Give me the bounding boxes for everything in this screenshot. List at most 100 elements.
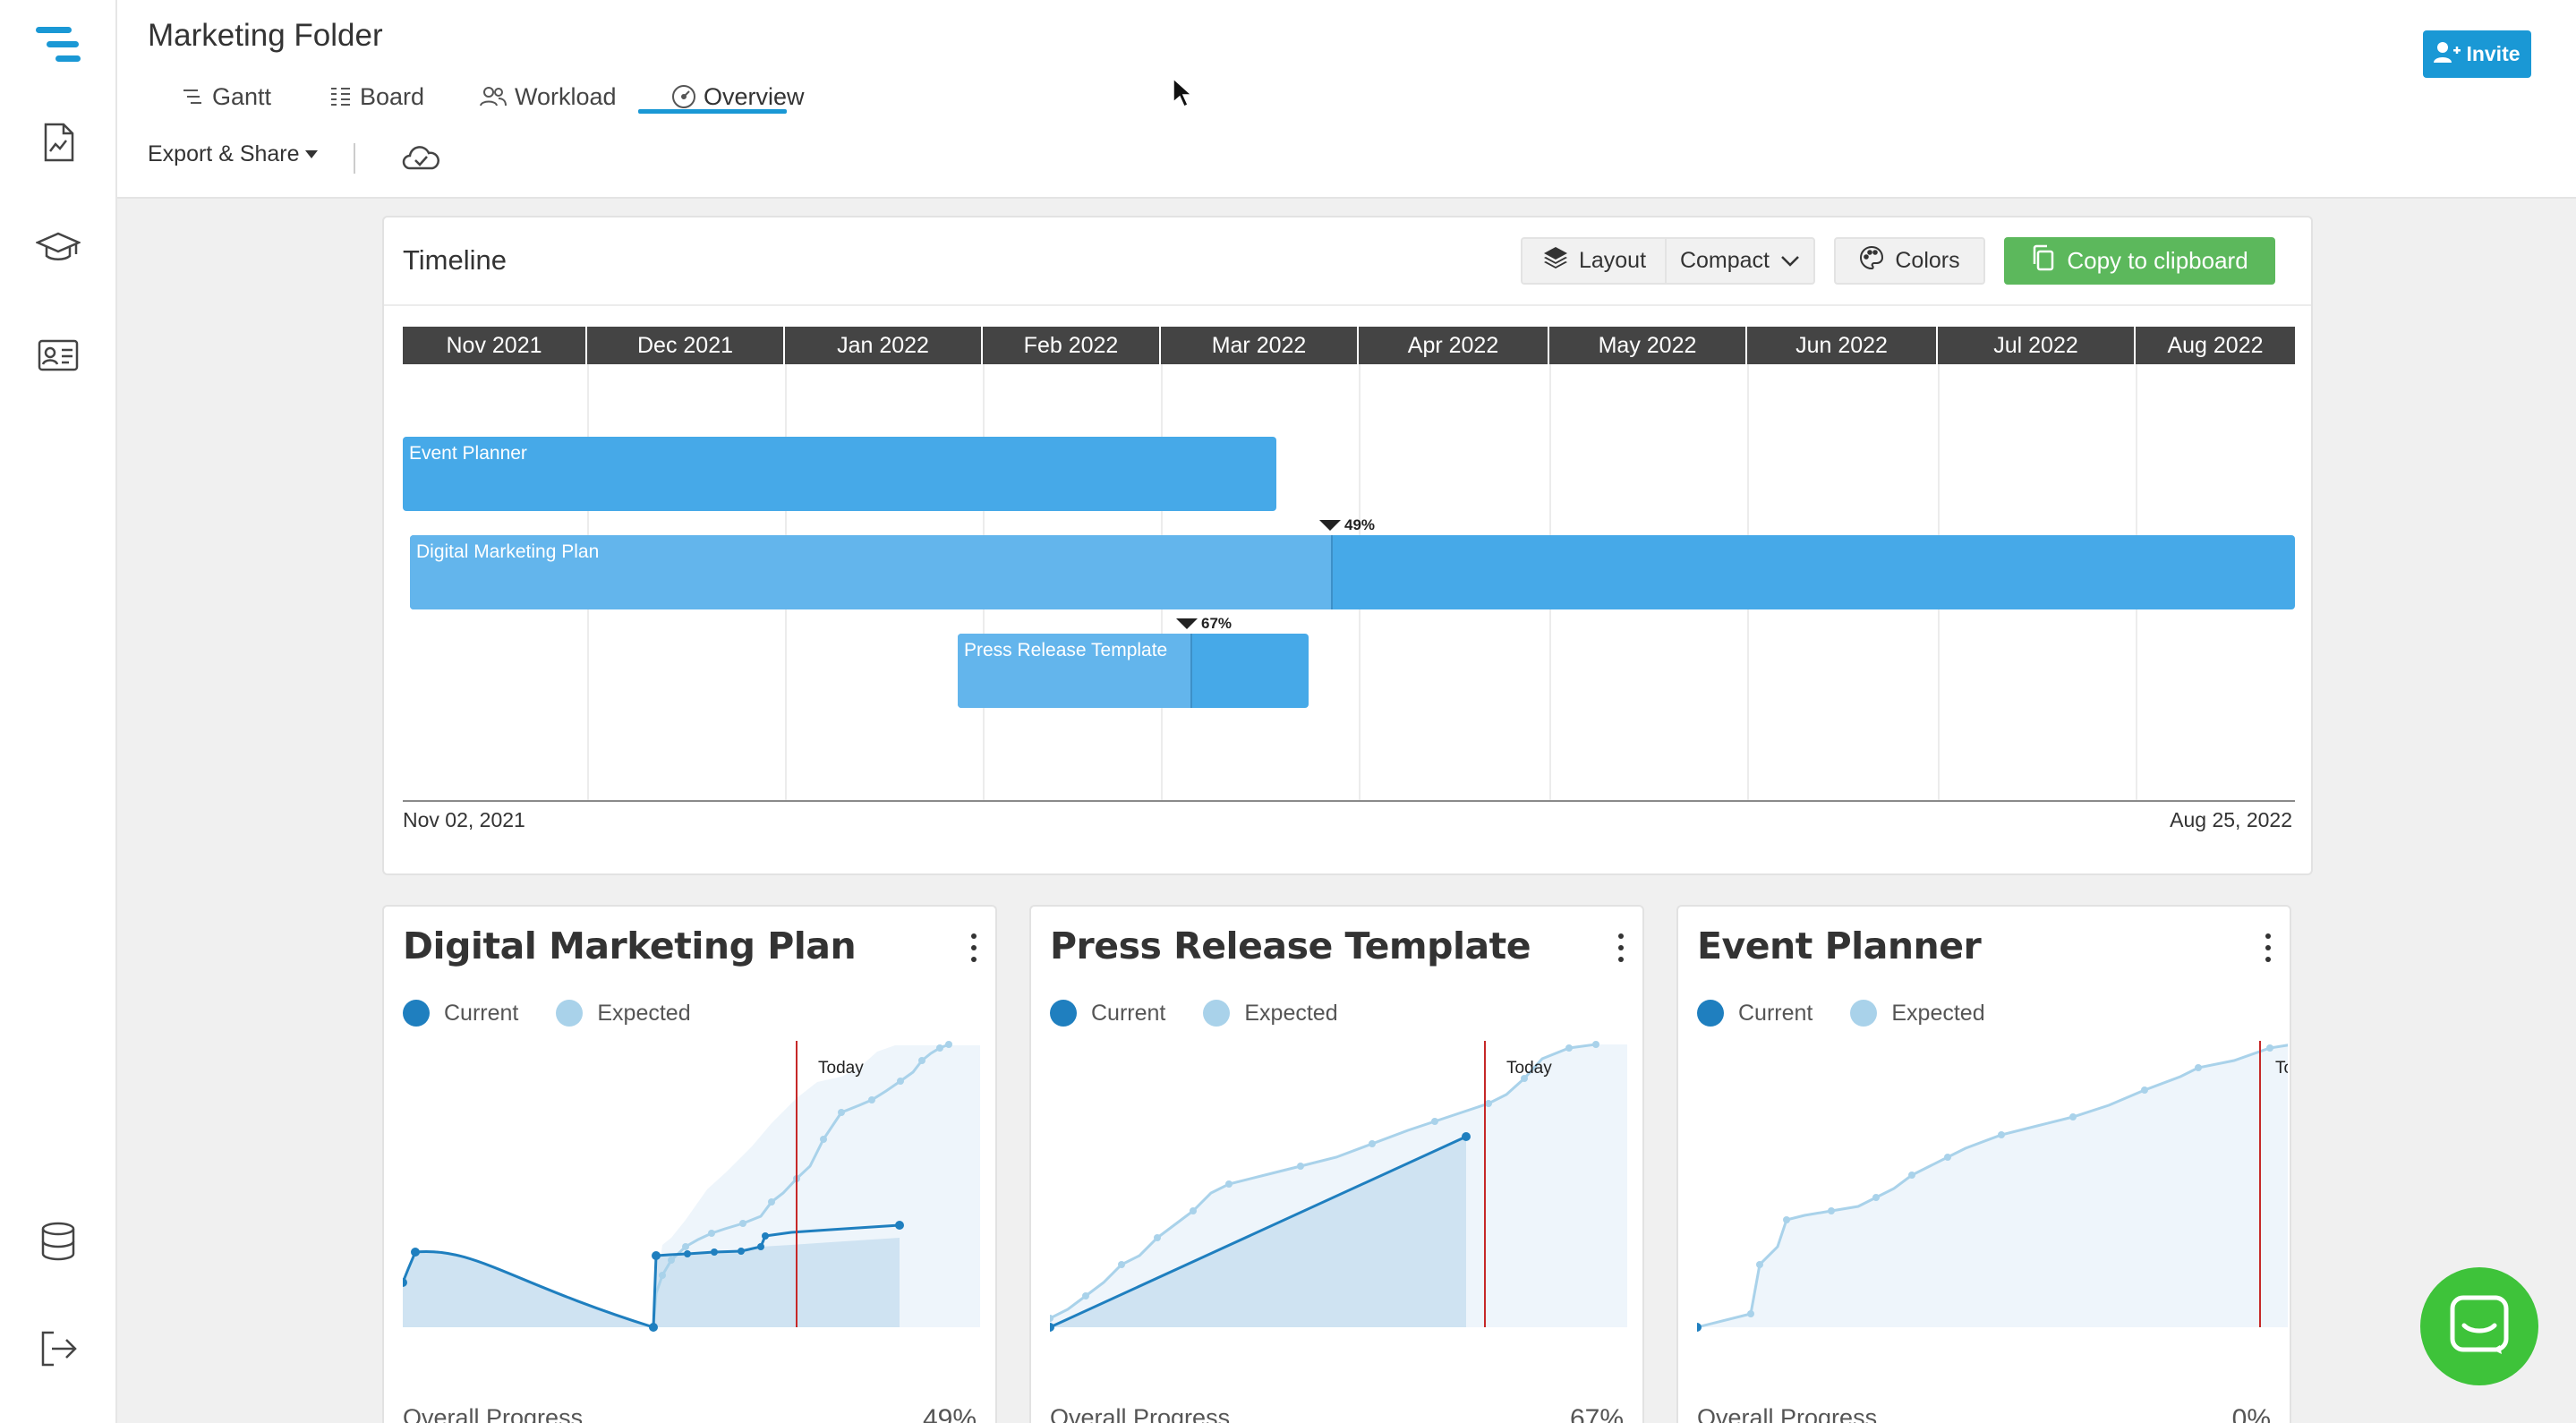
- month-label: May 2022: [1549, 327, 1747, 364]
- colors-button[interactable]: Colors: [1834, 237, 1985, 285]
- current-point: [1697, 1323, 1702, 1332]
- card-title: Event Planner: [1697, 925, 1982, 967]
- legend-dot: [1697, 1000, 1724, 1027]
- legend-label: Expected: [1891, 1000, 1985, 1026]
- progress-marker-label: 67%: [1201, 615, 1233, 632]
- today-label: Today: [818, 1059, 864, 1078]
- progress-card-digital-marketing-plan: Digital Marketing Plan Current Expected …: [382, 905, 997, 1423]
- legend-dot: [556, 1000, 584, 1027]
- overall-progress-label: Overall Progress: [403, 1404, 584, 1423]
- tab-overview-label: Overview: [704, 82, 805, 110]
- more-options-icon[interactable]: [2263, 933, 2273, 962]
- timeline-axis: [403, 800, 2295, 802]
- page-title: Marketing Folder: [148, 18, 383, 53]
- card-title: Press Release Template: [1050, 925, 1531, 967]
- legend-label: Expected: [597, 1000, 691, 1026]
- current-points: [403, 1221, 904, 1332]
- legend-expected[interactable]: Expected: [556, 1000, 691, 1027]
- month-label: Jul 2022: [1938, 327, 2136, 364]
- progress-chart: Today: [1050, 1041, 1627, 1332]
- copy-to-clipboard-button[interactable]: Copy to clipboard: [2004, 237, 2275, 285]
- current-point: [1462, 1132, 1471, 1141]
- board-icon: [329, 86, 353, 107]
- divider: [354, 143, 355, 174]
- chart-legend: Current Expected: [1050, 1000, 1376, 1027]
- export-share-button[interactable]: Export & Share: [148, 141, 318, 167]
- tab-board-label: Board: [360, 82, 425, 110]
- progress-chart: Today: [403, 1041, 980, 1332]
- tab-gantt[interactable]: Gantt: [182, 75, 271, 118]
- contact-card-icon[interactable]: [34, 331, 82, 379]
- month-label: Dec 2021: [587, 327, 785, 364]
- legend-dot: [1850, 1000, 1878, 1027]
- mouse-cursor-icon: [1172, 77, 1193, 112]
- bar-label: Digital Marketing Plan: [416, 541, 600, 562]
- chat-icon: [2448, 1293, 2511, 1360]
- chat-launcher-button[interactable]: [2420, 1267, 2538, 1385]
- logout-icon[interactable]: [34, 1325, 82, 1373]
- invite-button[interactable]: Invite: [2423, 30, 2531, 78]
- legend-label: Current: [444, 1000, 519, 1026]
- timeline-bar-event-planner[interactable]: Event Planner: [403, 437, 1276, 511]
- chart-legend: Current Expected: [403, 1000, 729, 1027]
- timeline-bar-digital-marketing-plan[interactable]: Digital Marketing Plan: [410, 535, 2295, 609]
- academy-icon[interactable]: [34, 224, 82, 272]
- database-icon[interactable]: [34, 1217, 82, 1265]
- invite-label: Invite: [2466, 42, 2521, 65]
- cloud-sync-icon[interactable]: [402, 141, 439, 176]
- overall-progress-value: 67%: [1569, 1404, 1624, 1423]
- report-icon[interactable]: [34, 118, 82, 166]
- month-label: Jan 2022: [785, 327, 983, 364]
- month-label: Jun 2022: [1747, 327, 1938, 364]
- timeline-title: Timeline: [403, 244, 507, 276]
- legend-dot: [403, 1000, 430, 1027]
- layers-icon: [1543, 246, 1568, 276]
- progress-card-press-release-template: Press Release Template Current Expected …: [1029, 905, 1644, 1423]
- compact-select[interactable]: Compact: [1665, 237, 1815, 285]
- expected-points: [1747, 1044, 2273, 1317]
- progress-chart: Tod: [1697, 1041, 2288, 1332]
- chart-legend: Current Expected: [1697, 1000, 2023, 1027]
- progress-marker: 67%: [1176, 615, 1232, 633]
- legend-current[interactable]: Current: [1697, 1000, 1813, 1027]
- legend-dot: [1203, 1000, 1231, 1027]
- bar-progress-fill: [410, 535, 1333, 609]
- layout-label: Layout: [1578, 248, 1647, 273]
- overall-progress-label: Overall Progress: [1050, 1404, 1231, 1423]
- triangle-down-icon: [1319, 520, 1341, 531]
- bar-label: Press Release Template: [964, 640, 1168, 660]
- legend-current[interactable]: Current: [1050, 1000, 1165, 1027]
- legend-expected[interactable]: Expected: [1850, 1000, 1985, 1027]
- expected-points: [659, 1041, 952, 1279]
- timeline-card: Timeline Layout Compact Colors Copy to c…: [382, 216, 2313, 875]
- progress-card-event-planner: Event Planner Current Expected Tod Overa…: [1676, 905, 2291, 1423]
- palette-icon: [1859, 245, 1884, 277]
- tab-workload-label: Workload: [515, 82, 617, 110]
- overall-progress-value: 49%: [922, 1404, 977, 1423]
- gauge-icon: [671, 84, 696, 109]
- legend-current[interactable]: Current: [403, 1000, 518, 1027]
- more-options-icon[interactable]: [1616, 933, 1626, 962]
- overall-progress-value: 0%: [2231, 1404, 2271, 1423]
- card-title: Digital Marketing Plan: [403, 925, 857, 967]
- divider: [384, 304, 2311, 306]
- current-point: [1050, 1323, 1054, 1332]
- bar-progress-fill: [958, 634, 1192, 708]
- compact-label: Compact: [1679, 248, 1770, 273]
- layout-button[interactable]: Layout: [1521, 237, 1667, 285]
- timeline-start-date: Nov 02, 2021: [403, 808, 525, 831]
- tab-overview[interactable]: Overview: [671, 75, 805, 118]
- logo-icon[interactable]: [34, 21, 82, 70]
- overall-progress-label: Overall Progress: [1697, 1404, 1878, 1423]
- timeline-bar-press-release-template[interactable]: Press Release Template: [958, 634, 1309, 708]
- users-icon: [479, 86, 508, 107]
- bar-label: Event Planner: [409, 443, 527, 464]
- expected-points: [1050, 1041, 1599, 1322]
- month-header: Nov 2021 Dec 2021 Jan 2022 Feb 2022 Mar …: [403, 327, 2295, 364]
- legend-label: Current: [1091, 1000, 1166, 1026]
- tab-board[interactable]: Board: [329, 75, 424, 118]
- legend-expected[interactable]: Expected: [1203, 1000, 1338, 1027]
- tab-workload[interactable]: Workload: [479, 75, 617, 118]
- legend-label: Current: [1738, 1000, 1813, 1026]
- more-options-icon[interactable]: [968, 933, 979, 962]
